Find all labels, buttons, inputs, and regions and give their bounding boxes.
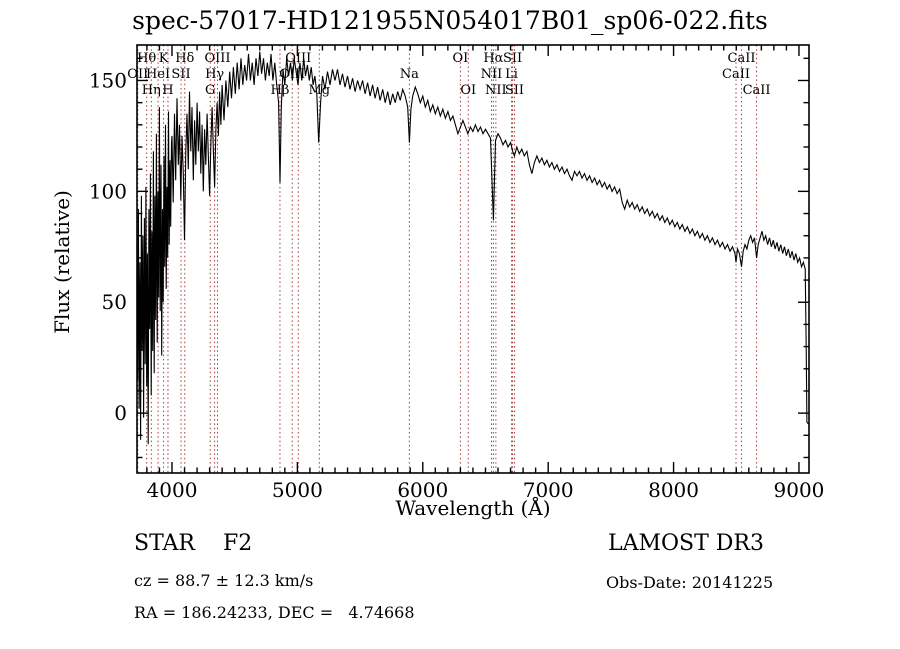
line-marker-label: SII — [171, 67, 190, 82]
line-marker-label: HeI — [146, 67, 170, 82]
line-marker-label: Li — [505, 67, 518, 82]
x-tick-label: 6000 — [397, 478, 448, 502]
line-marker-label: CaII — [722, 67, 750, 82]
line-marker-label: H — [162, 83, 173, 98]
line-marker-label: SII — [503, 51, 522, 66]
x-tick-label: 4000 — [147, 478, 198, 502]
line-marker-label: NII — [481, 67, 503, 82]
line-markers — [137, 45, 758, 473]
line-marker-label: NII — [485, 83, 507, 98]
y-axis-label: Flux (relative) — [50, 190, 74, 334]
y-tick-label: 50 — [102, 290, 127, 314]
line-marker-label: OII — [127, 67, 148, 82]
line-marker-label: K — [159, 51, 169, 66]
spectrum-line — [137, 51, 809, 445]
line-marker-label: CaII — [728, 51, 756, 66]
line-marker-label: Hα — [483, 51, 503, 66]
line-marker-label: G — [205, 83, 215, 98]
line-marker-label: Hη — [142, 83, 161, 98]
line-marker-label: Hβ — [271, 83, 290, 98]
y-tick-label: 100 — [89, 179, 127, 203]
obs-date-text: Obs-Date: 20141225 — [606, 573, 774, 592]
redshift-velocity-text: cz = 88.7 ± 12.3 km/s — [134, 571, 314, 590]
line-marker-label: Na — [400, 67, 419, 82]
plot-border — [136, 44, 810, 474]
line-marker-label: SII — [505, 83, 524, 98]
x-tick-label: 5000 — [272, 478, 323, 502]
x-tick-label: 7000 — [523, 478, 574, 502]
line-marker-label: Hγ — [205, 67, 224, 82]
x-tick-label: 8000 — [648, 478, 699, 502]
line-marker-label: Hθ — [137, 51, 156, 66]
ra-dec-text: RA = 186.24233, DEC = 4.74668 — [134, 603, 415, 622]
line-marker-label: OIII — [285, 51, 311, 66]
line-marker-label: OI — [460, 83, 476, 98]
x-axis-label: Wavelength (Å) — [395, 496, 551, 520]
line-marker-label: OI — [452, 51, 468, 66]
x-tick-label: 9000 — [774, 478, 825, 502]
line-marker-label: OIII — [204, 51, 230, 66]
object-class-label: STAR F2 — [134, 531, 253, 556]
y-tick-label: 150 — [89, 68, 127, 92]
line-marker-label: Hδ — [175, 51, 194, 66]
axis-ticks — [137, 45, 809, 473]
y-tick-label: 0 — [114, 401, 127, 425]
page-title: spec-57017-HD121955N054017B01_sp06-022.f… — [132, 6, 768, 35]
tick-labels: 4000 5000 6000 7000 8000 9000 0 50 100 150 — [89, 68, 825, 502]
survey-release-label: LAMOST DR3 — [608, 531, 764, 556]
line-marker-label: Mg — [309, 83, 331, 98]
line-marker-label: OIII — [279, 67, 305, 82]
line-marker-label: CaII — [743, 83, 771, 98]
